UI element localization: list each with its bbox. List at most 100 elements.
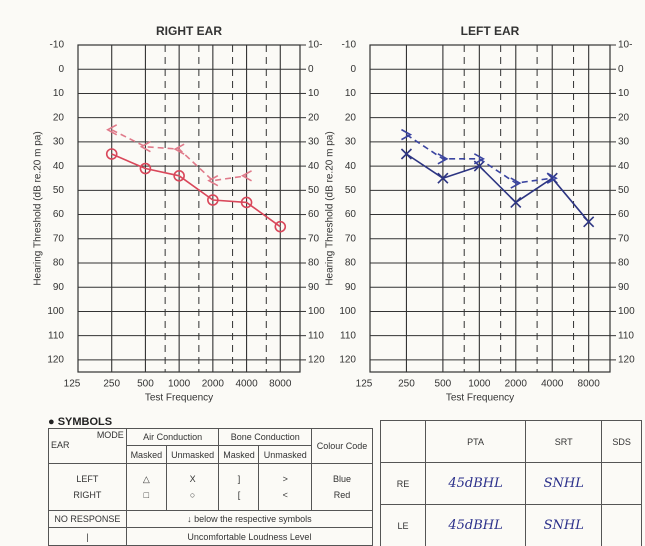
y-tick-label: 50 [345,185,357,196]
y2-tick-label: 90 [308,282,320,293]
y-tick-label: 90 [345,282,357,293]
y-tick-label: 40 [53,161,65,172]
y2-tick-label: 30 [308,137,320,148]
symbol-cell: ][ [219,463,259,510]
sds [602,463,642,505]
symbol: △ [143,474,150,484]
x-axis-title: Test Frequency [145,393,213,404]
y2-tick-label: 0 [618,64,624,75]
symbol: Red [334,490,351,500]
x-tick-label: 2000 [505,379,528,390]
y-tick-label: 80 [345,258,357,269]
y-tick-label: 30 [53,137,65,148]
sub-header: Unmasked [259,446,312,463]
y-tick-label: 120 [47,355,64,366]
y2-tick-label: 100 [308,306,325,317]
y2-tick-label: 10- [308,40,322,51]
y-tick-label: 120 [339,355,356,366]
symbols-title: ● SYMBOLS [48,416,112,428]
chart-title: RIGHT EAR [156,24,222,38]
y-tick-label: 100 [339,306,356,317]
y2-tick-label: 70 [308,233,320,244]
no-response-text: ↓ below the respective symbols [126,511,372,528]
y2-tick-label: 80 [308,258,320,269]
y-tick-label: 80 [53,258,65,269]
series-line [406,154,588,222]
blank: | [49,528,127,546]
y-tick-label: 70 [345,233,357,244]
air-header: Air Conduction [126,429,219,446]
ear-label: LEFT [76,474,98,484]
x-tick-label: 125 [356,379,373,390]
ear: EAR [51,440,70,450]
y2-tick-label: 110 [308,330,324,341]
symbol: □ [144,490,149,500]
symbol-cell: X○ [166,463,219,510]
y-tick-label: 60 [53,209,65,220]
y2-tick-label: 110 [618,330,634,341]
y-tick-label: 50 [53,185,65,196]
sub-header: Unmasked [166,446,219,463]
y2-tick-label: 10 [308,88,320,99]
x-tick-label: 2000 [202,379,225,390]
y-tick-label: 70 [53,233,65,244]
ear-label: RIGHT [73,490,101,500]
y-axis-title: Hearing Threshold (dB re.20 m pa) [33,131,44,285]
y-tick-label: 40 [345,161,357,172]
y-tick-label: 0 [350,64,356,75]
y2-tick-label: 50 [618,185,630,196]
x-tick-label: 1000 [468,379,491,390]
mode: MODE [97,430,124,440]
y-tick-label: 30 [345,137,357,148]
y2-tick-label: 50 [308,185,320,196]
y2-tick-label: 0 [308,64,314,75]
x-tick-label: 4000 [541,379,564,390]
sub-header: Masked [126,446,166,463]
y2-tick-label: 60 [618,209,630,220]
symbol-cell: △□ [126,463,166,510]
y2-tick-label: 60 [308,209,320,220]
y-tick-label: -10 [342,40,357,51]
y2-tick-label: 20 [618,112,630,123]
y-tick-label: 110 [48,330,64,341]
x-tick-label: 250 [103,379,120,390]
symbol: X [190,474,196,484]
bone-header: Bone Conduction [219,429,312,446]
y-tick-label: -10 [50,40,65,51]
y-tick-label: 0 [58,64,64,75]
x-tick-label: 8000 [269,379,292,390]
y2-tick-label: 10 [618,88,630,99]
y-tick-label: 60 [345,209,357,220]
blank [381,421,426,463]
chart-title: LEFT EAR [461,24,520,38]
symbols-title-text: SYMBOLS [58,416,112,428]
x-tick-label: 250 [398,379,415,390]
y-axis-title: Hearing Threshold (dB re.20 m pa) [325,131,336,285]
x-tick-label: 4000 [235,379,258,390]
y2-tick-label: 120 [618,355,635,366]
symbol: ] [238,474,241,484]
symbol: [ [238,490,241,500]
no-response: NO RESPONSE [49,511,127,528]
y2-tick-label: 90 [618,282,630,293]
colour-header: Colour Code [312,429,373,464]
y-tick-label: 10 [53,88,65,99]
page: RIGHT EAR-100102030405060708090100110120… [0,0,645,546]
ear: LE [381,505,426,546]
pta: 45dBHL [426,505,526,546]
srt: SNHL [526,463,602,505]
y2-tick-label: 30 [618,137,630,148]
y-tick-label: 20 [345,112,357,123]
col-header: PTA [426,421,526,463]
y2-tick-label: 70 [618,233,630,244]
x-tick-label: 8000 [578,379,601,390]
audiograms: RIGHT EAR-100102030405060708090100110120… [0,0,645,415]
mode-cell: MODE EAR [49,429,127,464]
y2-tick-label: 20 [308,112,320,123]
y-tick-label: 20 [53,112,65,123]
y-tick-label: 110 [340,330,356,341]
x-axis-title: Test Frequency [446,393,514,404]
symbol: ○ [190,490,195,500]
y-tick-label: 90 [53,282,65,293]
